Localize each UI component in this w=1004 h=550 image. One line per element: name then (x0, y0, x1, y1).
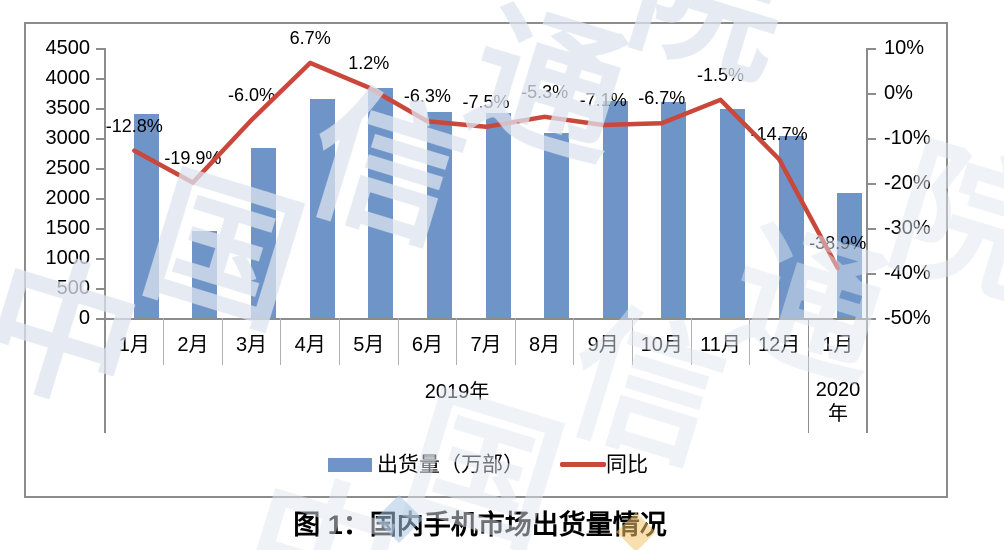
x-axis-month-label: 2月 (177, 334, 209, 356)
y-axis-left-tick (96, 78, 105, 80)
x-axis-month-label: 10月 (640, 334, 683, 356)
bar-3月-2019 (251, 147, 276, 318)
y-axis-right-tick-label: -20% (884, 172, 931, 194)
y-axis-right-tick-label: 10% (884, 37, 925, 59)
x-axis-category-separator (690, 318, 692, 365)
yoy-data-label: -6.3% (403, 86, 451, 107)
y-axis-right-tick (867, 48, 876, 50)
yoy-data-label: -19.9% (164, 147, 222, 168)
y-axis-left-tick-label: 4500 (45, 37, 91, 59)
x-axis-month-label: 6月 (411, 334, 443, 356)
x-axis-month-label: 8月 (529, 334, 561, 356)
bar-10月-2019 (661, 102, 687, 318)
yoy-data-label: -14.7% (750, 124, 808, 145)
y-axis-right-tick (867, 183, 876, 185)
figure-caption: 图 1：国内手机市场出货量情况 (293, 510, 667, 540)
bar-1月-2020 (837, 193, 863, 318)
x-axis-category-separator (221, 318, 223, 365)
bar-5月-2019 (368, 88, 394, 318)
x-axis-month-label: 1月 (822, 334, 854, 356)
x-axis-category-separator (632, 318, 633, 365)
y-axis-left-tick-label: 2500 (45, 157, 91, 179)
y-axis-left-tick (96, 318, 105, 320)
y-axis-right-tick-label: -30% (884, 217, 931, 239)
x-axis-group-label-2020-line2: 年 (828, 403, 848, 425)
bar-1月-2019 (133, 114, 159, 318)
y-axis-left-tick (96, 168, 105, 170)
yoy-data-label: -1.5% (696, 64, 745, 85)
y-axis-left-tick-label: 500 (56, 277, 90, 299)
y-axis-right-tick (867, 273, 876, 275)
yoy-data-label: -5.3% (521, 81, 569, 102)
x-axis-category-separator (749, 318, 751, 365)
x-axis-category-separator (163, 318, 165, 365)
yoy-data-label: -6.7% (638, 88, 686, 109)
x-axis-month-label: 5月 (353, 334, 385, 356)
x-axis-category-separator (104, 318, 106, 433)
x-axis-category-separator (866, 318, 868, 433)
chart-border-box (24, 22, 948, 498)
x-axis-category-separator (280, 318, 282, 365)
bar-8月-2019 (544, 132, 570, 318)
y-axis-right-tick-label: -10% (884, 127, 931, 149)
y-axis-left-tick-label: 4000 (45, 67, 91, 89)
bar-6月-2019 (426, 112, 452, 318)
y-axis-left-tick-label: 3500 (45, 97, 91, 119)
y-axis-right-line (866, 48, 868, 433)
bar-2月-2019 (192, 231, 218, 318)
bar-4月-2019 (309, 99, 335, 318)
y-axis-right-tick (867, 93, 876, 95)
yoy-data-label: -38.9% (809, 233, 867, 254)
x-axis-category-separator (573, 318, 575, 365)
x-axis-category-separator (514, 318, 516, 365)
bar-11月-2019 (720, 109, 745, 318)
x-axis-category-separator (397, 318, 399, 365)
y-axis-left-tick (96, 138, 105, 140)
x-axis-month-label: 9月 (587, 334, 619, 356)
x-axis-category-separator (339, 318, 340, 365)
y-axis-left-tick (96, 48, 105, 50)
yoy-data-label: -7.5% (462, 91, 510, 112)
x-axis-category-separator (807, 318, 809, 433)
y-axis-left-tick-label: 1500 (45, 217, 91, 239)
y-axis-left-tick (96, 108, 105, 110)
x-axis-category-separator (456, 318, 458, 365)
x-axis-month-label: 3月 (235, 334, 268, 356)
yoy-data-label: 1.2% (348, 52, 390, 73)
y-axis-left-tick (96, 228, 105, 230)
x-axis-month-label: 12月 (757, 334, 801, 356)
y-axis-right-tick-label: -50% (884, 307, 931, 329)
x-axis-line (104, 318, 867, 320)
bar-7月-2019 (485, 112, 511, 318)
bar-9月-2019 (602, 100, 628, 318)
y-axis-right-tick (867, 318, 876, 320)
x-axis-month-label: 1月 (118, 334, 150, 356)
yoy-data-label: -12.8% (105, 115, 163, 136)
y-axis-right-tick-label: 0% (884, 82, 913, 104)
yoy-data-label: -7.1% (579, 90, 627, 110)
y-axis-right-tick-label: -40% (884, 262, 931, 284)
y-axis-right-tick (867, 138, 876, 140)
y-axis-left-tick-label: 0 (78, 307, 90, 329)
x-axis-month-label: 11月 (700, 334, 741, 356)
x-axis-month-label: 7月 (470, 334, 502, 356)
x-axis-group-label-2020-line1: 2020 (815, 379, 861, 401)
y-axis-left-tick-label: 1000 (45, 247, 91, 269)
yoy-data-label: 6.7% (289, 27, 331, 48)
y-axis-left-tick-label: 3000 (45, 127, 91, 149)
y-axis-left-tick (96, 288, 105, 290)
y-axis-left-tick-label: 2000 (45, 187, 91, 209)
x-axis-month-label: 4月 (294, 334, 326, 356)
y-axis-left-tick (96, 258, 105, 260)
x-axis-group-label-2019: 2019年 (424, 381, 490, 403)
y-axis-right-tick (867, 228, 876, 230)
y-axis-left-tick (96, 198, 105, 200)
y-axis-left-line (104, 48, 106, 433)
yoy-data-label: -6.0% (227, 85, 276, 105)
bar-12月-2019 (778, 135, 804, 318)
